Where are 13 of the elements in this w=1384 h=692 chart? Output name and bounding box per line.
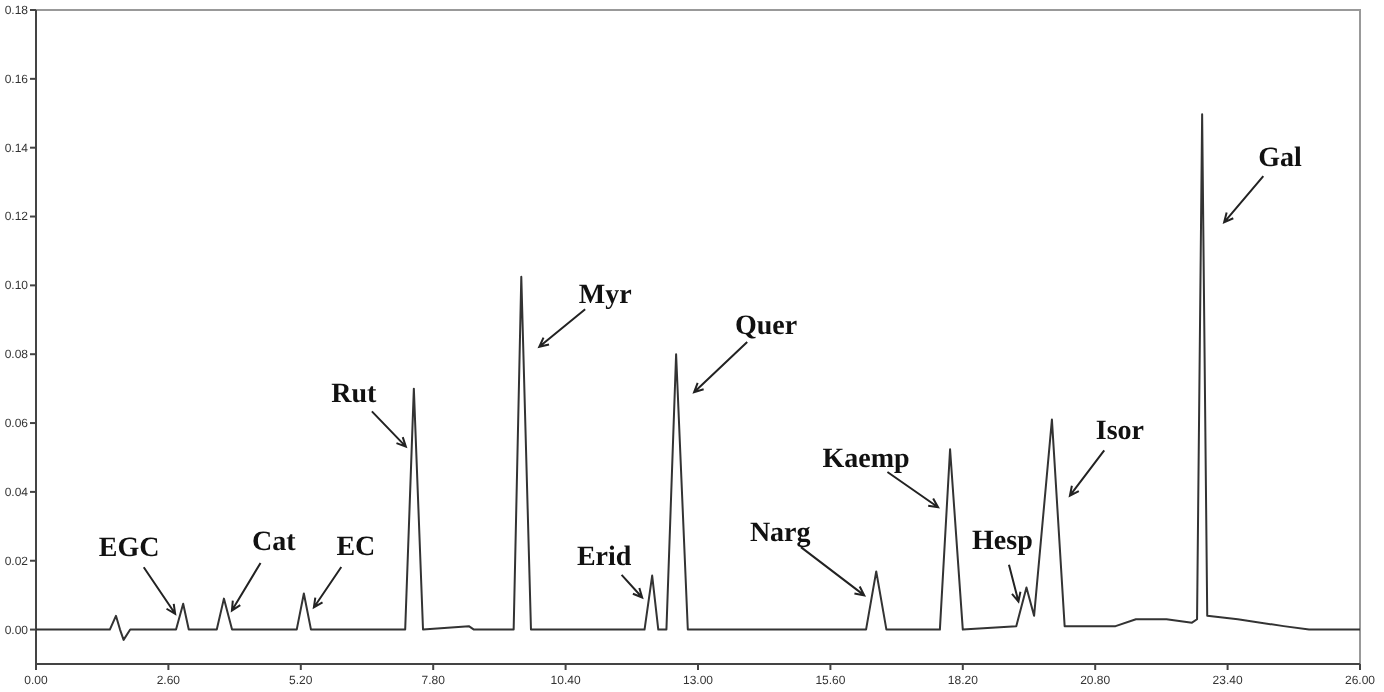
line-series bbox=[35, 113, 1361, 641]
annotation: Gal bbox=[1258, 144, 1303, 175]
annotation: Isor bbox=[1095, 417, 1145, 448]
annotation: Quer bbox=[734, 312, 798, 343]
annotation: Hesp bbox=[972, 527, 1034, 558]
annotation: Narg bbox=[749, 519, 811, 550]
annotation: Kaemp bbox=[822, 445, 911, 476]
annotation: Cat bbox=[252, 528, 297, 559]
annotation: EGC bbox=[98, 533, 160, 564]
annotation: Myr bbox=[578, 280, 632, 311]
annotation: Erid bbox=[576, 543, 632, 574]
annotation: EC bbox=[336, 533, 376, 564]
annotation: Rut bbox=[331, 380, 378, 411]
